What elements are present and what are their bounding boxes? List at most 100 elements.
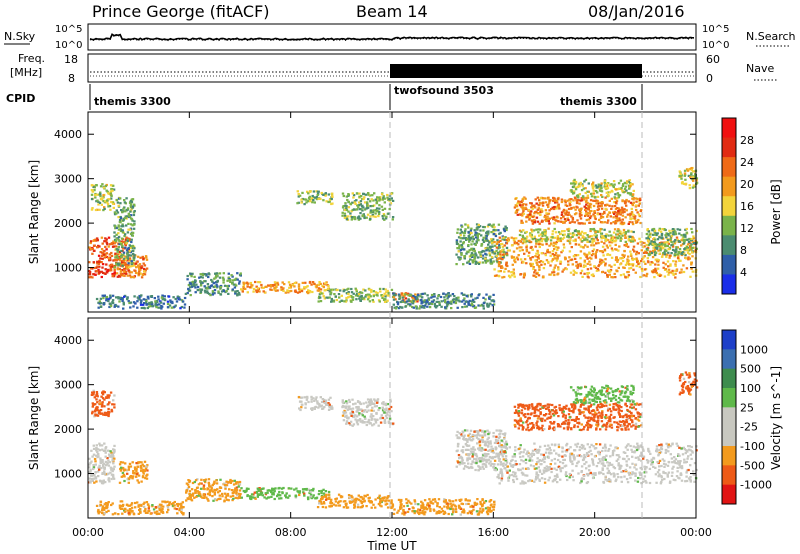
velocity-cell-6 (356, 506, 360, 509)
power-cell-13 (611, 249, 614, 252)
velocity-cell-7 (348, 400, 351, 403)
power-cell-6 (307, 289, 310, 292)
velocity-cell-0 (98, 464, 101, 467)
power-cell-12 (503, 251, 506, 254)
velocity-cell-6 (334, 504, 338, 507)
power-cell-0 (92, 239, 96, 242)
velocity-cell-5 (311, 489, 315, 492)
power-cell-14 (528, 239, 531, 242)
power-cell-5 (193, 275, 196, 278)
power-cell-13 (515, 237, 518, 240)
power-cell-16 (581, 184, 584, 187)
power-cell-5 (231, 282, 234, 285)
power-cell-4 (117, 297, 120, 300)
power-cell-13 (532, 267, 535, 271)
power-cell-13 (606, 246, 609, 249)
power-cell-1 (91, 190, 95, 193)
power-cell-4 (140, 294, 143, 297)
power-cell-13 (527, 254, 530, 257)
freq-label: Freq. (18, 52, 45, 65)
power-cell-16 (572, 180, 575, 183)
power-cell-12 (497, 229, 500, 232)
power-cell-13 (669, 236, 673, 239)
velocity-cell-0 (102, 480, 105, 483)
power-cell-4 (147, 297, 150, 300)
velocity-cell-4 (225, 484, 229, 487)
power-cell-13 (574, 257, 577, 260)
power-cell-12 (461, 237, 464, 240)
power-cell-5 (217, 291, 220, 294)
power-cell-15 (623, 208, 626, 211)
power-cell-15 (616, 197, 619, 200)
power-cell-11 (426, 305, 429, 308)
power-cell-3 (123, 235, 126, 238)
power-cell-0 (120, 240, 123, 243)
power-cell-15 (617, 210, 620, 213)
power-cell-13 (517, 254, 520, 257)
power-cell-16 (616, 192, 620, 195)
power-cell-14 (593, 239, 596, 243)
power-cells (88, 166, 699, 310)
power-cell-0 (108, 264, 112, 267)
velocity-cell-3 (137, 504, 140, 507)
velocity-cell-3 (175, 507, 178, 511)
power-cell-7 (378, 287, 382, 290)
power-cell-15 (545, 212, 548, 215)
power-cell-4 (133, 302, 137, 305)
power-cell-2 (143, 273, 147, 276)
velocity-cell-0 (112, 448, 115, 451)
power-cell-4 (111, 302, 115, 305)
power-cell-8 (349, 212, 352, 215)
power-cell-11 (443, 296, 446, 299)
power-cell-14 (542, 232, 545, 236)
power-cell-9 (297, 193, 300, 196)
power-cell-13 (548, 244, 551, 247)
power-cell-15 (518, 204, 522, 207)
power-cell-16 (592, 181, 595, 184)
power-cell-12 (459, 234, 462, 237)
power-cell-12 (472, 254, 475, 257)
velocity-cell-0 (108, 461, 112, 464)
power-cell-13 (508, 275, 511, 278)
power-cell-0 (127, 264, 130, 267)
power-cell-14 (589, 228, 592, 231)
power-cell-13 (589, 267, 593, 270)
power-cell-6 (306, 292, 310, 295)
power-cell-3 (118, 219, 122, 222)
power-cell-16 (621, 184, 625, 187)
power-cell-8 (357, 206, 360, 209)
power-cell-7 (324, 289, 327, 292)
velocity-cell-4 (207, 481, 210, 484)
power-cell-15 (578, 202, 581, 205)
velocity-cell-6 (323, 502, 326, 505)
power-cell-3 (127, 222, 130, 225)
power-cell-13 (610, 256, 614, 259)
velocity-cell-3 (178, 509, 181, 512)
power-cell-12 (460, 252, 463, 255)
power-cell-15 (552, 216, 556, 219)
power-cell-14 (622, 231, 625, 234)
velocity-cell-5 (327, 490, 331, 494)
power-cell-17 (680, 234, 683, 237)
power-cell-14 (567, 233, 570, 236)
power-cell-0 (118, 250, 122, 254)
velocity-cell-5 (259, 493, 262, 496)
power-cell-4 (168, 304, 172, 307)
velocity-cell-0 (88, 466, 91, 469)
power-cell-13 (538, 245, 541, 249)
power-cell-0 (97, 268, 100, 271)
power-cell-11 (407, 294, 410, 297)
power-cell-0 (110, 254, 114, 257)
power-cell-3 (131, 206, 134, 209)
power-cell-13 (678, 259, 681, 262)
power-cell-12 (471, 261, 475, 264)
power-cell-15 (546, 215, 549, 218)
velocity-cell-4 (208, 491, 212, 494)
power-cell-6 (305, 286, 308, 289)
velocity-cell-1 (98, 409, 101, 412)
velocity-cell-1 (101, 391, 104, 395)
power-cell-3 (124, 216, 127, 219)
power-cell-13 (544, 252, 547, 255)
velocity-cell-4 (224, 487, 227, 490)
power-cell-15 (528, 213, 531, 216)
